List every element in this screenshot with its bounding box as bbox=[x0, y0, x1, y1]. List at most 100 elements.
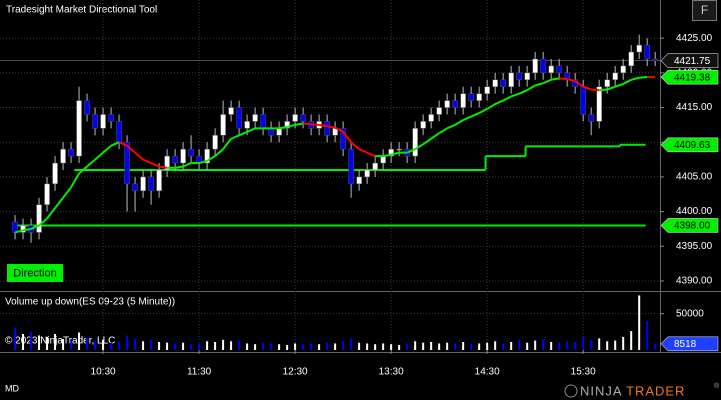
trend-line bbox=[134, 151, 144, 161]
volume-bar bbox=[126, 335, 129, 350]
volume-bar bbox=[246, 343, 249, 350]
trend-line bbox=[278, 125, 288, 130]
trend-line bbox=[591, 88, 600, 92]
volume-bar bbox=[462, 342, 465, 350]
candle-body bbox=[388, 148, 394, 157]
trend-line bbox=[70, 172, 80, 188]
candle-body bbox=[68, 148, 74, 157]
candle-body bbox=[212, 135, 218, 150]
volume-bar bbox=[78, 332, 81, 350]
logo-icon bbox=[564, 384, 578, 398]
volume-bar bbox=[174, 343, 177, 350]
candle-body bbox=[156, 169, 162, 192]
trend-line bbox=[518, 89, 528, 95]
candle-body bbox=[452, 100, 458, 108]
candle-body bbox=[60, 148, 66, 164]
candle-body bbox=[300, 114, 306, 122]
volume-bar bbox=[254, 344, 257, 350]
volume-bar bbox=[382, 343, 385, 350]
trend-line bbox=[62, 186, 72, 199]
candle-body bbox=[76, 100, 82, 157]
trend-line bbox=[46, 207, 56, 220]
logo: NINJA TRADER ® bbox=[564, 382, 720, 398]
volume-bar bbox=[430, 342, 433, 350]
candle-body bbox=[148, 176, 154, 192]
volume-bar bbox=[238, 340, 241, 350]
trend-line bbox=[350, 141, 360, 150]
price-marker-label: 4419.38 bbox=[674, 72, 711, 83]
candle-body bbox=[548, 65, 554, 74]
y-tick-label: 4405.00 bbox=[676, 172, 713, 183]
candle-body bbox=[644, 44, 650, 60]
trend-line bbox=[86, 158, 96, 168]
f-button[interactable] bbox=[692, 0, 717, 21]
y-tick-label: 4395.00 bbox=[676, 241, 713, 252]
trend-line bbox=[118, 141, 128, 147]
volume-bar bbox=[102, 339, 105, 350]
candle-body bbox=[628, 51, 634, 67]
trend-line bbox=[614, 83, 624, 88]
volume-title: Volume up down(ES 09-23 (5 Minute)) bbox=[5, 297, 175, 308]
candle-body bbox=[444, 100, 450, 108]
status: MD bbox=[5, 383, 19, 393]
candle-body bbox=[252, 114, 258, 122]
volume-bar bbox=[622, 336, 625, 350]
candle-body bbox=[588, 114, 594, 122]
x-tick-label: 10:30 bbox=[91, 367, 116, 378]
volume-bar bbox=[566, 341, 569, 350]
trend-line bbox=[198, 159, 208, 165]
volume-bar bbox=[526, 342, 529, 350]
candle-body bbox=[604, 79, 610, 87]
trend-line bbox=[158, 165, 168, 169]
volume-marker-box bbox=[660, 336, 719, 352]
volume-bar bbox=[542, 339, 545, 350]
trend-line bbox=[446, 123, 456, 130]
volume-bar bbox=[38, 335, 41, 350]
trend-line bbox=[222, 138, 232, 150]
volume-bar bbox=[326, 342, 329, 350]
trend-line bbox=[390, 151, 400, 156]
candle-body bbox=[268, 128, 274, 136]
trend-line bbox=[174, 165, 184, 169]
candle-body bbox=[500, 79, 506, 87]
trend-line bbox=[358, 148, 368, 154]
trend-line bbox=[542, 78, 552, 85]
candle-body bbox=[84, 100, 90, 115]
candle-body bbox=[380, 155, 386, 164]
f-button-label[interactable]: F bbox=[701, 3, 708, 17]
volume-bar bbox=[134, 338, 137, 350]
y-tick-label: 4425.00 bbox=[676, 33, 713, 44]
candle-body bbox=[636, 44, 642, 53]
candle-body bbox=[44, 183, 50, 205]
candle-body bbox=[596, 86, 602, 122]
volume-bar bbox=[46, 336, 49, 350]
candle-body bbox=[108, 114, 114, 122]
volume-bar bbox=[86, 337, 89, 350]
trend-line bbox=[502, 95, 512, 102]
trend-line bbox=[14, 229, 24, 234]
volume-bar bbox=[654, 343, 657, 350]
volume-bar bbox=[142, 341, 145, 350]
candle-body bbox=[364, 169, 370, 178]
trend-line bbox=[318, 123, 328, 128]
candle-body bbox=[436, 107, 442, 115]
y-tick-label: 4415.00 bbox=[676, 102, 713, 113]
volume-bar bbox=[558, 342, 561, 350]
y-tick-label: 50000 bbox=[676, 308, 704, 319]
trend-line bbox=[126, 144, 136, 154]
volume-bar bbox=[110, 342, 113, 350]
volume-marker-label: 8518 bbox=[674, 339, 697, 350]
volume-bar bbox=[342, 341, 345, 350]
candle-body bbox=[620, 65, 626, 74]
volume-bar bbox=[358, 342, 361, 350]
candle-body bbox=[580, 86, 586, 115]
volume-bar bbox=[582, 336, 585, 350]
candle-body bbox=[508, 72, 514, 87]
trend-line bbox=[311, 123, 320, 126]
logo-mark: ® bbox=[714, 382, 720, 390]
volume-bar bbox=[398, 344, 401, 350]
candle-body bbox=[492, 79, 498, 87]
trend-line bbox=[78, 165, 88, 175]
trend-line bbox=[486, 103, 496, 110]
